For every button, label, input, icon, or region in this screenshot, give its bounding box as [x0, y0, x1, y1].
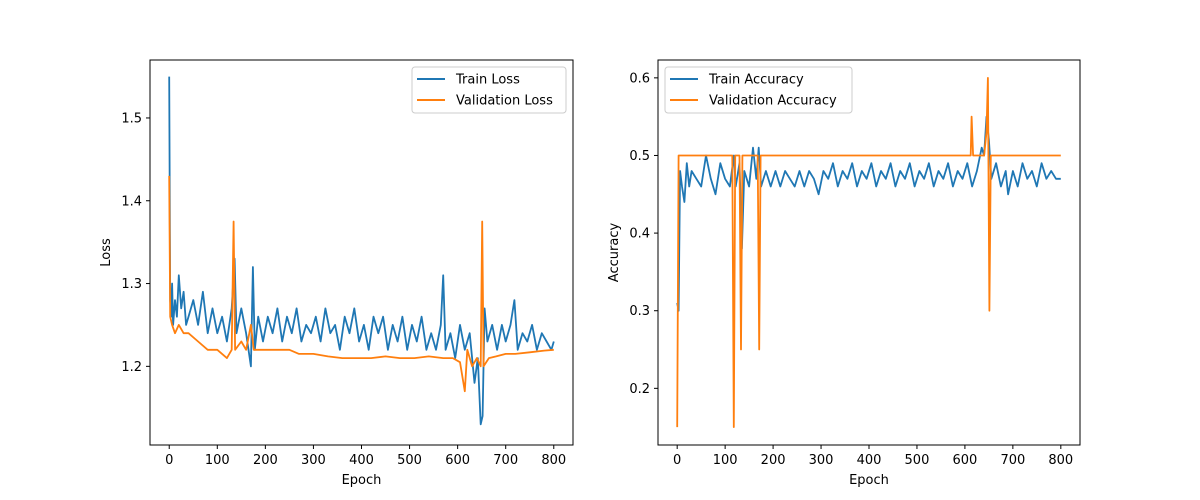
x-axis-label: Epoch	[849, 473, 889, 488]
y-tick-label: 0.5	[629, 149, 650, 164]
x-tick-label: 400	[857, 453, 882, 468]
y-tick-label: 0.3	[629, 304, 650, 319]
x-tick-label: 500	[397, 453, 422, 468]
y-tick-label: 0.2	[629, 382, 650, 397]
y-axis-label: Accuracy	[607, 223, 622, 283]
x-axis-label: Epoch	[342, 473, 382, 488]
legend-frame	[664, 66, 853, 114]
legend-frame	[411, 66, 567, 114]
x-tick-label: 600	[445, 453, 470, 468]
x-tick-label: 700	[493, 453, 518, 468]
y-tick-label: 1.4	[121, 194, 142, 209]
x-tick-label: 100	[713, 453, 738, 468]
x-tick-label: 400	[349, 453, 374, 468]
x-tick-label: 0	[165, 453, 173, 468]
x-tick-label: 700	[1000, 453, 1025, 468]
legend-label: Train Loss	[455, 73, 520, 88]
legend: Train Loss Validation Loss	[411, 66, 567, 114]
x-tick-label: 500	[905, 453, 930, 468]
y-tick-label: 1.2	[121, 360, 142, 375]
series-line-validation-loss	[168, 175, 554, 393]
series-line-train-loss	[168, 76, 555, 426]
y-axis-label: Loss	[99, 238, 114, 267]
y-tick-label: 0.4	[629, 227, 650, 242]
x-tick-label: 800	[1048, 453, 1073, 468]
series-line-validation-accuracy	[676, 77, 1061, 428]
x-tick-label: 0	[673, 453, 681, 468]
x-tick-label: 200	[761, 453, 786, 468]
accuracy-plot: 0 100 200 300 400 500 600 700 800 0.2 0.3 0.4 0.5 0.6…	[607, 59, 1081, 488]
loss-plot: 0 100 200 300 400 500 600 700 800 1.2 1.3 1.4 1.5 Epo…	[99, 59, 574, 488]
x-tick-label: 100	[205, 453, 230, 468]
legend-label: Validation Accuracy	[709, 94, 837, 109]
legend: Train Accuracy Validation Accuracy	[664, 66, 853, 114]
x-tick-label: 600	[952, 453, 977, 468]
x-tick-label: 300	[809, 453, 834, 468]
y-tick-label: 1.3	[121, 277, 142, 292]
x-tick-label: 200	[253, 453, 278, 468]
legend-label: Validation Loss	[456, 94, 553, 109]
legend-label: Train Accuracy	[708, 73, 804, 88]
x-tick-label: 800	[541, 453, 566, 468]
x-tick-label: 300	[301, 453, 326, 468]
y-tick-label: 0.6	[629, 71, 650, 86]
y-tick-label: 1.5	[121, 111, 142, 126]
